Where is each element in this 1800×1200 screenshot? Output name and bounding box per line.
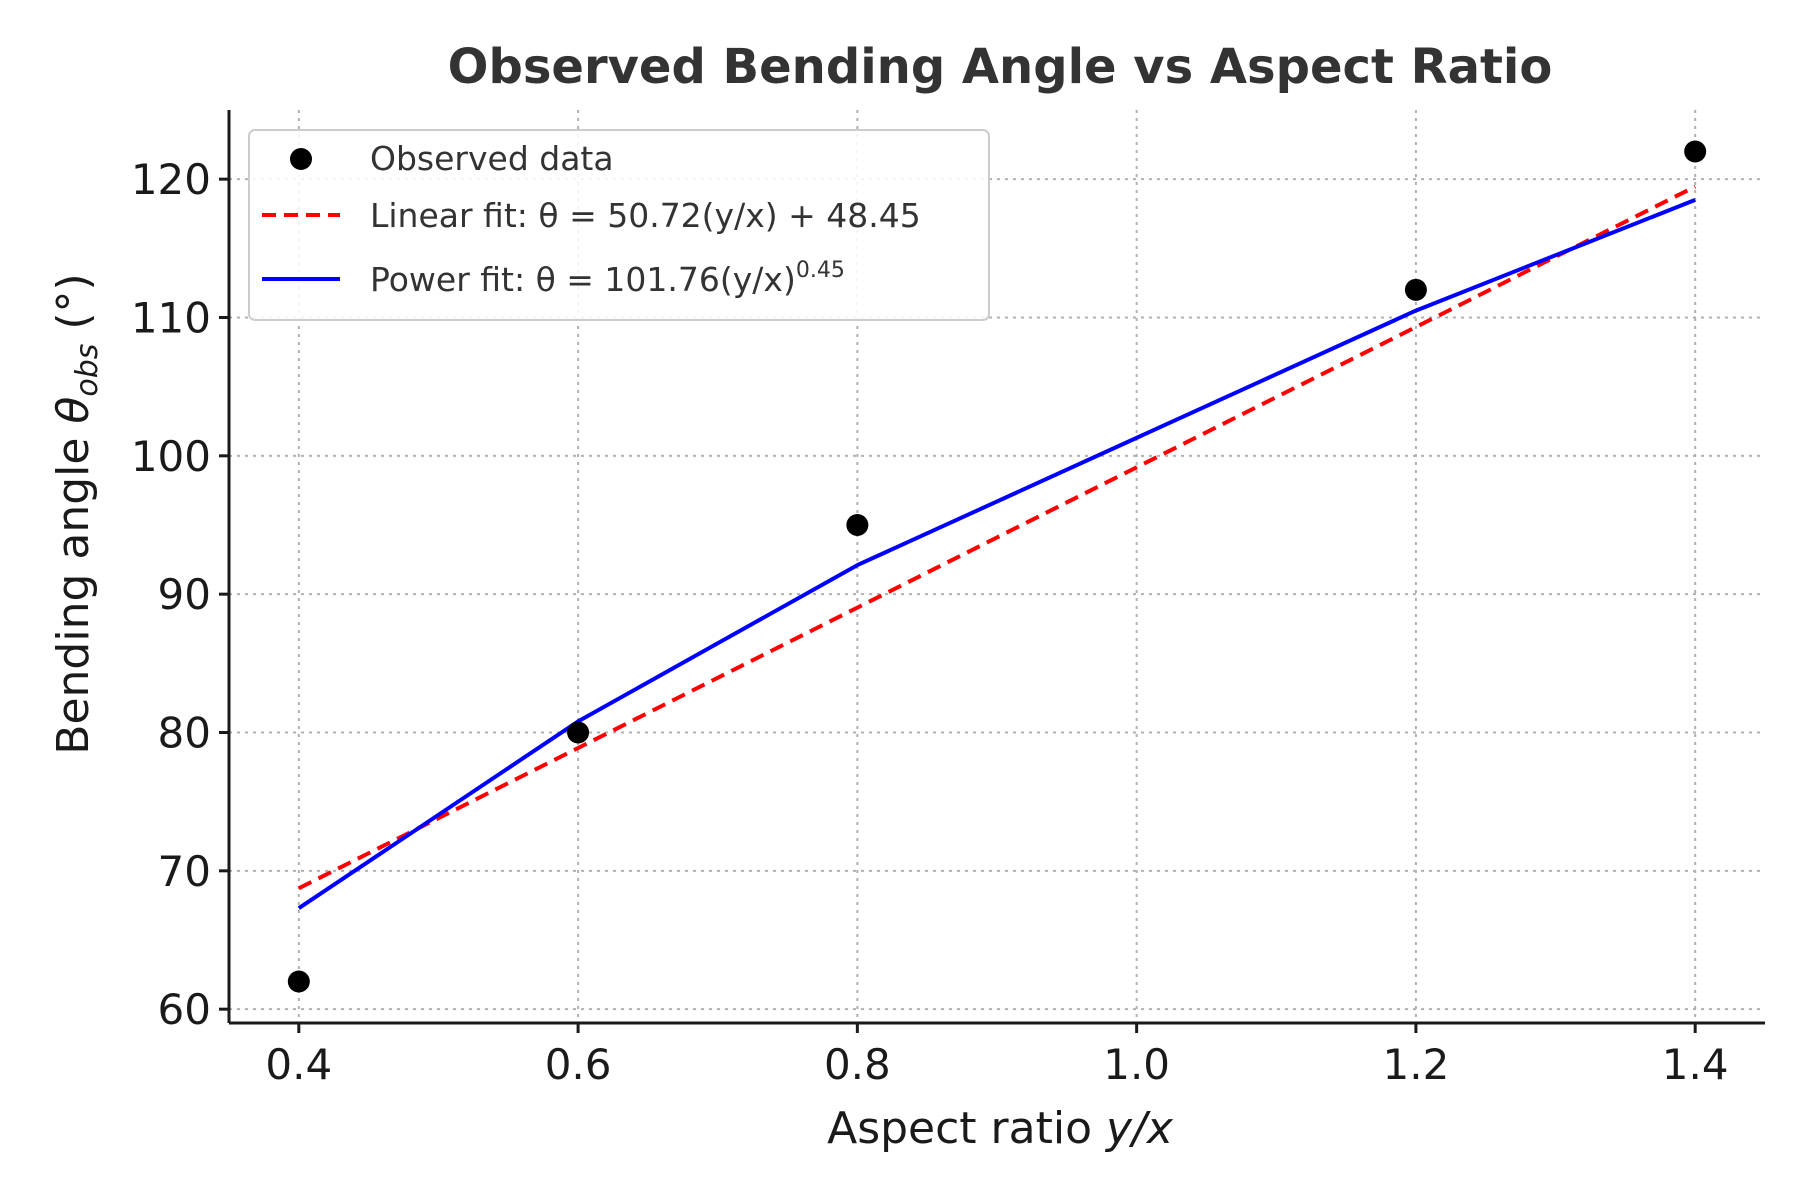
legend-label-linear-prefix: Linear fit: [370, 196, 538, 235]
y-tick-label-4: 100 [131, 432, 211, 481]
chart-title: Observed Bending Angle vs Aspect Ratio [448, 39, 1553, 95]
data-point-3 [1404, 278, 1427, 301]
x-tick-label-4: 1.2 [1383, 1040, 1450, 1089]
legend-label-linear: Linear fit: θ = 50.72(y/x) + 48.45 [370, 196, 921, 235]
x-axis-label-italic: y/x [1104, 1103, 1174, 1154]
data-point-1 [567, 721, 590, 744]
legend-label-linear-expr: θ = 50.72(y/x) + 48.45 [538, 196, 920, 235]
y-tick-label-5: 110 [131, 294, 211, 343]
legend-label-observed: Observed data [370, 139, 614, 178]
y-tick-label-6: 120 [131, 155, 211, 204]
series-layer [287, 140, 1707, 993]
x-axis-label-prefix: Aspect ratio [827, 1103, 1106, 1154]
data-point-0 [287, 970, 310, 993]
legend-label-power-sup: 0.45 [796, 258, 845, 283]
y-tick-label-1: 70 [158, 847, 211, 896]
data-point-2 [846, 514, 869, 536]
legend-label-power: Power fit: θ = 101.76(y/x)0.45 [370, 258, 845, 299]
y-axis-label-suffix: (°) [48, 273, 99, 343]
y-tick-label-3: 90 [158, 570, 211, 619]
legend-marker-observed [290, 148, 312, 170]
y-tick-label-2: 80 [158, 709, 211, 758]
x-tick-label-2: 0.8 [824, 1040, 891, 1089]
series-line-1 [297, 184, 1697, 891]
legend-label-power-prefix: Power fit: [370, 260, 536, 299]
data-point-4 [1684, 140, 1707, 163]
legend-box [248, 129, 990, 321]
y-tick-label-0: 60 [158, 985, 211, 1034]
x-tick-label-3: 1.0 [1103, 1040, 1170, 1089]
series-line-2 [297, 198, 1696, 910]
y-axis-label-symbol: θ [48, 397, 99, 424]
legend-label-power-expr: θ = 101.76(y/x) [536, 260, 796, 299]
x-tick-label-5: 1.4 [1662, 1040, 1729, 1089]
x-tick-label-1: 0.6 [545, 1040, 612, 1089]
legend: Observed data Linear fit: θ = 50.72(y/x)… [248, 129, 990, 321]
x-axis-label: Aspect ratio y/x [827, 1103, 1174, 1154]
y-axis-label-prefix: Bending angle [48, 424, 99, 755]
y-axis-label-subscript: obs [70, 344, 105, 397]
axes-layer: 0.4 0.6 0.8 1.0 1.2 1.4 60 70 80 90 100 110 120 [131, 110, 1765, 1089]
y-axis-label: Bending angle θobs (°) [48, 273, 105, 754]
x-tick-label-0: 0.4 [265, 1040, 332, 1089]
